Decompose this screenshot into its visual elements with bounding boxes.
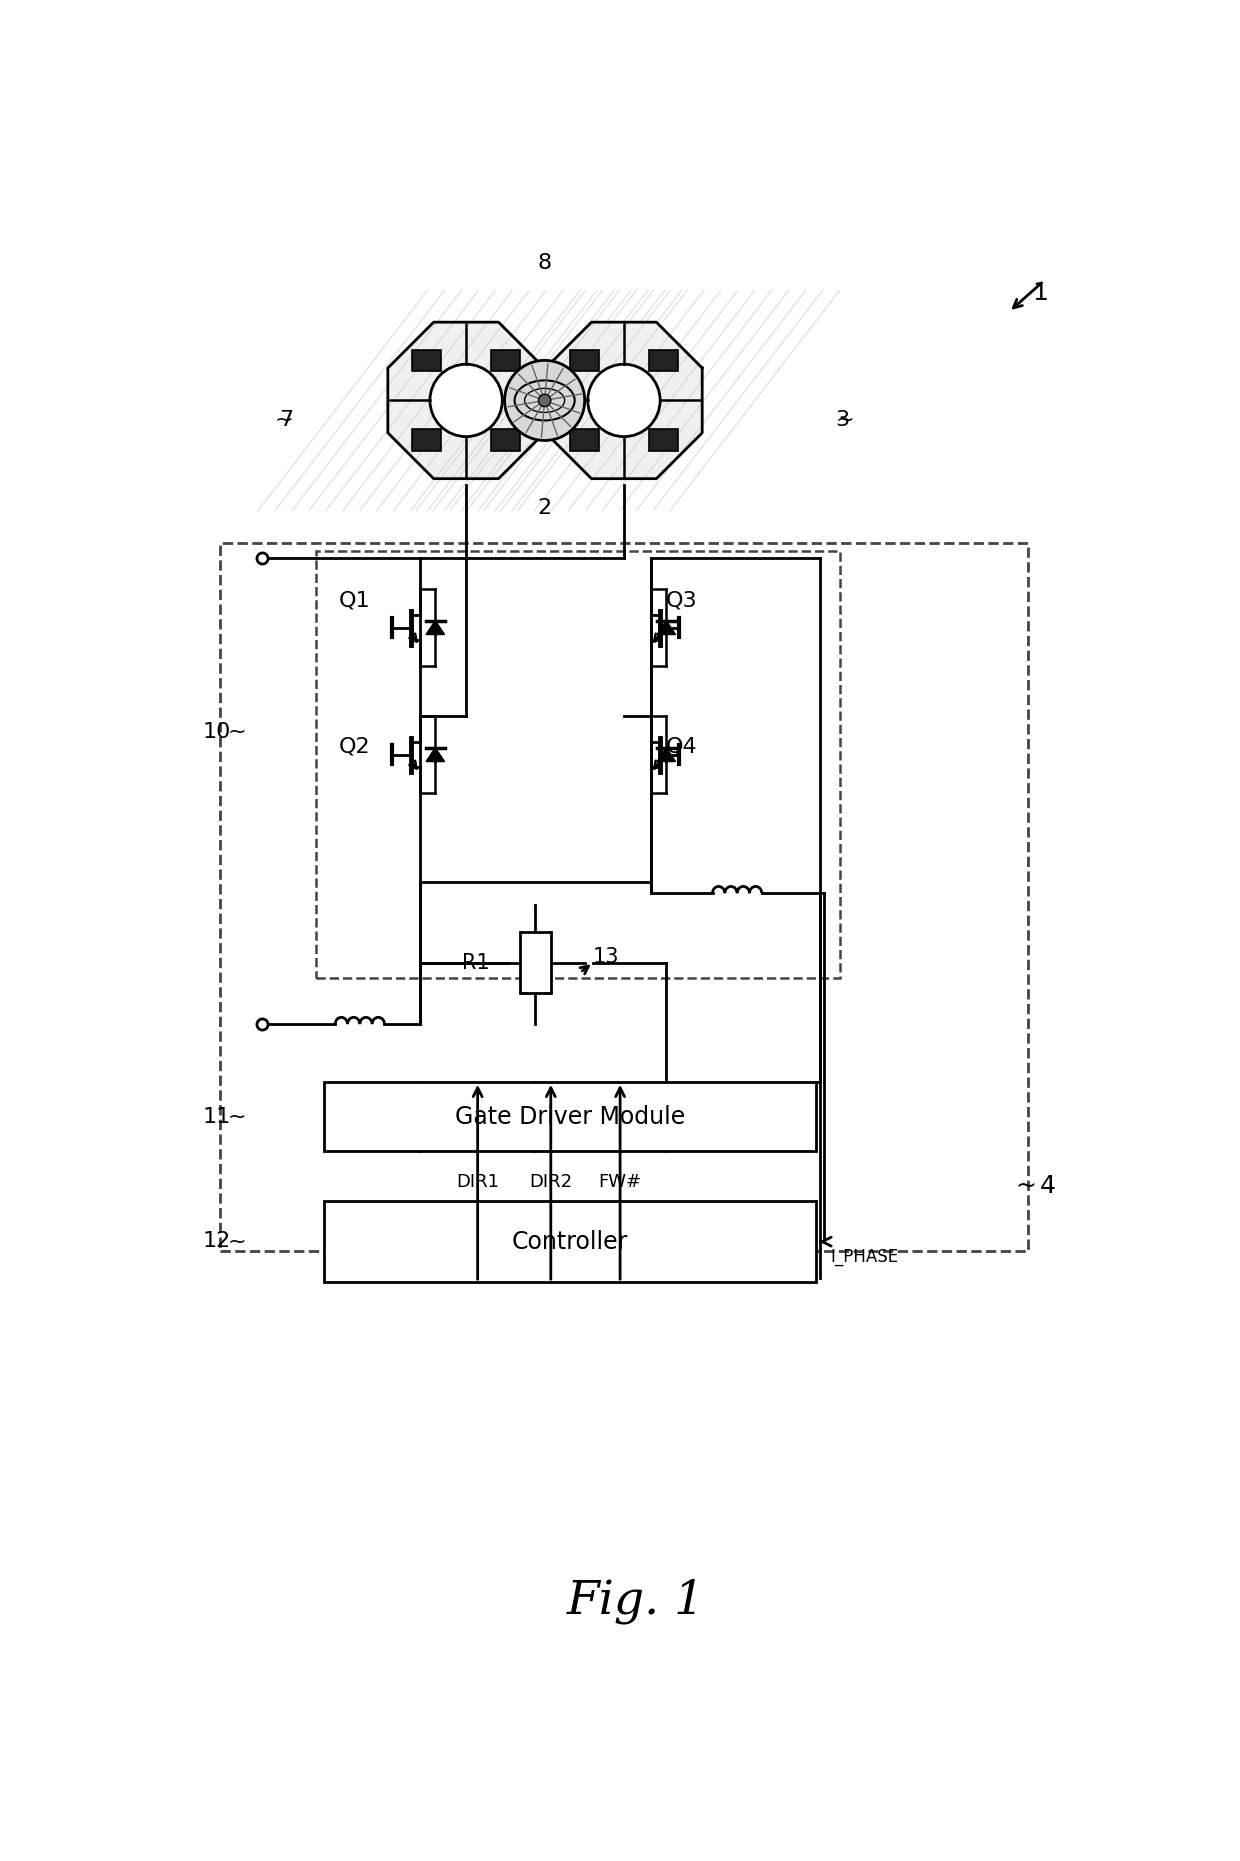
Bar bbox=[412, 350, 441, 372]
Text: 10: 10 bbox=[203, 722, 231, 741]
Bar bbox=[324, 1200, 816, 1282]
Text: 8: 8 bbox=[538, 253, 552, 274]
Text: ~: ~ bbox=[836, 409, 854, 430]
Polygon shape bbox=[546, 322, 702, 478]
Text: FW#: FW# bbox=[599, 1172, 641, 1191]
Text: R1: R1 bbox=[461, 953, 489, 973]
Bar bbox=[316, 551, 839, 977]
Polygon shape bbox=[427, 748, 444, 761]
Bar bbox=[569, 350, 599, 372]
Polygon shape bbox=[427, 620, 444, 635]
Text: Q4: Q4 bbox=[666, 737, 698, 757]
Text: Q2: Q2 bbox=[339, 737, 371, 757]
Text: ~: ~ bbox=[228, 1107, 247, 1126]
Text: Gate Driver Module: Gate Driver Module bbox=[455, 1105, 686, 1128]
Text: 7: 7 bbox=[279, 409, 293, 430]
Text: ~: ~ bbox=[1016, 1174, 1037, 1198]
Text: Fig. 1: Fig. 1 bbox=[567, 1578, 704, 1625]
Text: 2: 2 bbox=[538, 499, 552, 517]
Text: Controller: Controller bbox=[512, 1230, 629, 1254]
Text: ~: ~ bbox=[228, 1232, 247, 1251]
Bar bbox=[491, 350, 521, 372]
Text: 11: 11 bbox=[203, 1107, 231, 1126]
Circle shape bbox=[538, 395, 551, 406]
Circle shape bbox=[505, 361, 585, 441]
Text: DIR1: DIR1 bbox=[456, 1172, 500, 1191]
Polygon shape bbox=[657, 748, 676, 761]
Text: ~: ~ bbox=[274, 409, 293, 430]
Bar bbox=[491, 430, 521, 450]
Circle shape bbox=[588, 365, 660, 437]
Bar bbox=[649, 350, 678, 372]
Circle shape bbox=[430, 365, 502, 437]
Text: 1: 1 bbox=[1032, 281, 1048, 305]
Text: DIR2: DIR2 bbox=[529, 1172, 573, 1191]
Text: 4: 4 bbox=[1040, 1174, 1055, 1198]
Bar bbox=[649, 430, 678, 450]
Bar bbox=[412, 430, 441, 450]
Text: ~: ~ bbox=[228, 722, 247, 741]
Polygon shape bbox=[388, 322, 544, 478]
Text: Q1: Q1 bbox=[339, 590, 371, 610]
Text: 13: 13 bbox=[593, 947, 620, 968]
Bar bbox=[219, 543, 1028, 1251]
Bar bbox=[324, 1081, 816, 1152]
Bar bbox=[569, 430, 599, 450]
Text: 3: 3 bbox=[836, 409, 849, 430]
Bar bbox=[520, 932, 551, 994]
Text: Q3: Q3 bbox=[666, 590, 698, 610]
Polygon shape bbox=[657, 620, 676, 635]
Text: 12: 12 bbox=[203, 1232, 231, 1251]
Text: I_PHASE: I_PHASE bbox=[831, 1249, 899, 1265]
